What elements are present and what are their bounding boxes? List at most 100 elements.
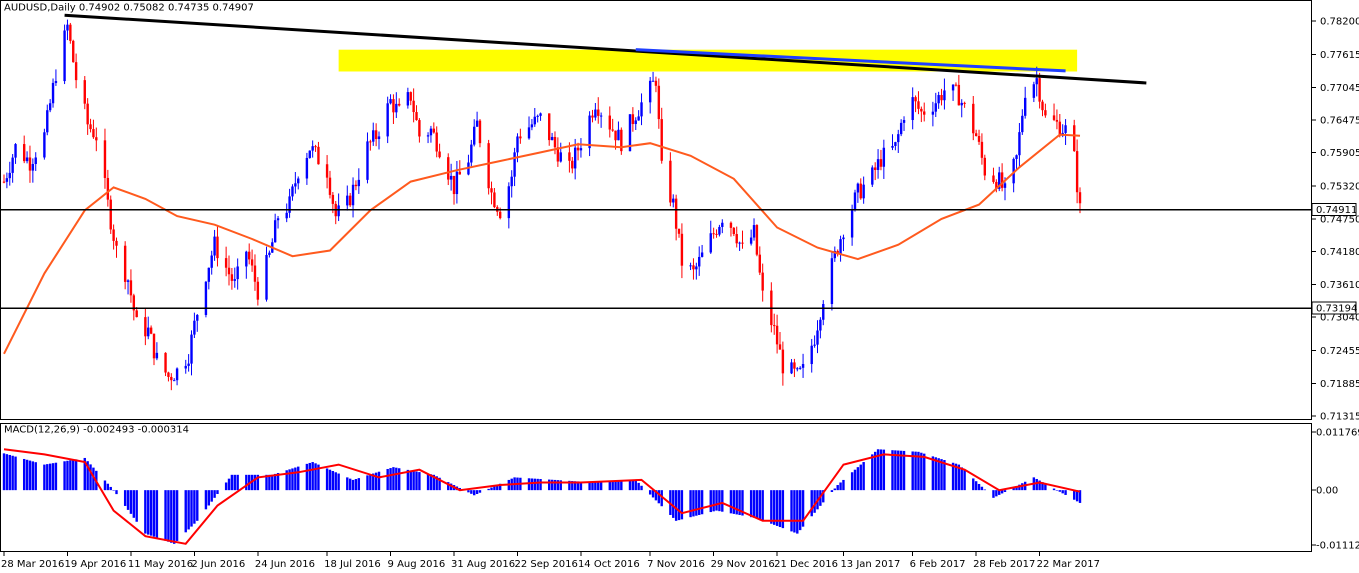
macd-bar (253, 474, 257, 491)
candle-body (917, 101, 920, 109)
macd-bar (591, 482, 594, 491)
candle-body (438, 151, 441, 158)
macd-bar (167, 490, 170, 542)
candle-body (516, 136, 519, 153)
macd-bar (288, 469, 291, 491)
macd-bar (415, 471, 418, 491)
macd-bar (657, 490, 661, 504)
candle-body (839, 239, 842, 255)
candle-body (548, 113, 551, 141)
time-tick-label: 29 Nov 2016 (711, 559, 775, 570)
macd-bar (256, 474, 260, 491)
macd-bar (46, 464, 49, 491)
macd-bar (620, 480, 623, 491)
macd-bar (245, 474, 248, 491)
macd-bar (25, 459, 29, 491)
candle-body (631, 114, 635, 125)
macd-bar (236, 474, 239, 491)
candle-body (46, 110, 49, 133)
candle-body (432, 128, 436, 133)
macd-bar (914, 451, 917, 491)
macd-bar (798, 490, 802, 531)
macd-bar (830, 490, 834, 492)
macd-bar (539, 479, 542, 491)
time-tick-label: 14 Oct 2016 (578, 559, 640, 570)
candle-body (882, 147, 886, 167)
macd-bar (92, 467, 95, 491)
candle-body (314, 146, 317, 148)
candle-body (943, 90, 946, 101)
candle-body (415, 112, 418, 121)
candle-body (8, 172, 11, 179)
candle-body (539, 113, 542, 116)
macd-bar (836, 485, 839, 491)
macd-bar (871, 454, 874, 491)
horizontal-levels[interactable]: 0.74911 0.73194 (1, 203, 1357, 315)
macd-bar (63, 461, 66, 491)
candle-body (1015, 155, 1018, 159)
macd-bar (14, 456, 17, 491)
candle-body (164, 352, 167, 373)
candle-body (1075, 151, 1079, 193)
macd-bar (778, 490, 782, 528)
price-panel[interactable]: 0.74911 0.73194 AUDUSD,Daily 0.74902 0.75… (0, 0, 1358, 420)
candle-body (669, 160, 672, 203)
price-tick-label: 0.78200 (1320, 17, 1359, 28)
macd-bar (126, 490, 130, 510)
candle-body (426, 135, 430, 137)
macd-bar (475, 490, 479, 494)
candle-body (628, 114, 632, 152)
candle-body (573, 147, 577, 169)
candle-body (22, 144, 26, 162)
time-tick-label: 9 Aug 2016 (388, 559, 446, 570)
macd-signal-line (3, 448, 1081, 545)
candle-body (698, 256, 701, 267)
macd-bar (755, 490, 759, 519)
candle-body (773, 325, 776, 327)
candle-body (129, 280, 133, 296)
macd-bar (640, 485, 643, 491)
candle-body (617, 129, 620, 141)
candle-body (914, 97, 917, 102)
macd-bar (216, 490, 219, 494)
trendline-blue[interactable] (635, 48, 1066, 73)
macd-bar (331, 470, 335, 491)
macd-bar (467, 490, 470, 493)
candle-body (859, 183, 862, 199)
candle-body (798, 367, 802, 369)
candle-body (288, 196, 291, 213)
candle-body (28, 157, 32, 171)
macd-bar (152, 490, 156, 537)
candle-body (227, 267, 231, 275)
macd-bar (1000, 490, 1004, 494)
macd-bar (8, 454, 11, 491)
macd-bar (770, 490, 773, 524)
macd-bar (698, 490, 701, 515)
candle-body (25, 157, 29, 162)
candle-body (48, 103, 52, 111)
macd-bar (297, 466, 300, 491)
candle-body (738, 242, 741, 244)
macd-panel[interactable]: MACD(12,26,9) -0.002493 -0.000314 (0, 423, 1312, 552)
macd-bar (651, 490, 655, 498)
trendline-black[interactable] (64, 13, 1147, 85)
macd-bar (689, 490, 692, 518)
time-tick-label: 7 Nov 2016 (647, 559, 705, 570)
candle-body (305, 157, 309, 179)
macd-bar (1078, 490, 1082, 503)
candle-body (689, 265, 692, 267)
candle-body (700, 252, 704, 257)
macd-bar (357, 478, 361, 491)
macd-bar (899, 450, 903, 491)
candle-body (755, 225, 759, 255)
candle-body (412, 100, 415, 113)
macd-bar (801, 490, 805, 527)
macd-bar (709, 490, 712, 513)
macd-bar (294, 467, 297, 491)
candle-body (813, 344, 816, 346)
macd-bar (1041, 482, 1044, 491)
candle-body (796, 368, 799, 370)
candle-body (816, 330, 819, 345)
time-tick-label: 19 Apr 2016 (64, 559, 126, 570)
